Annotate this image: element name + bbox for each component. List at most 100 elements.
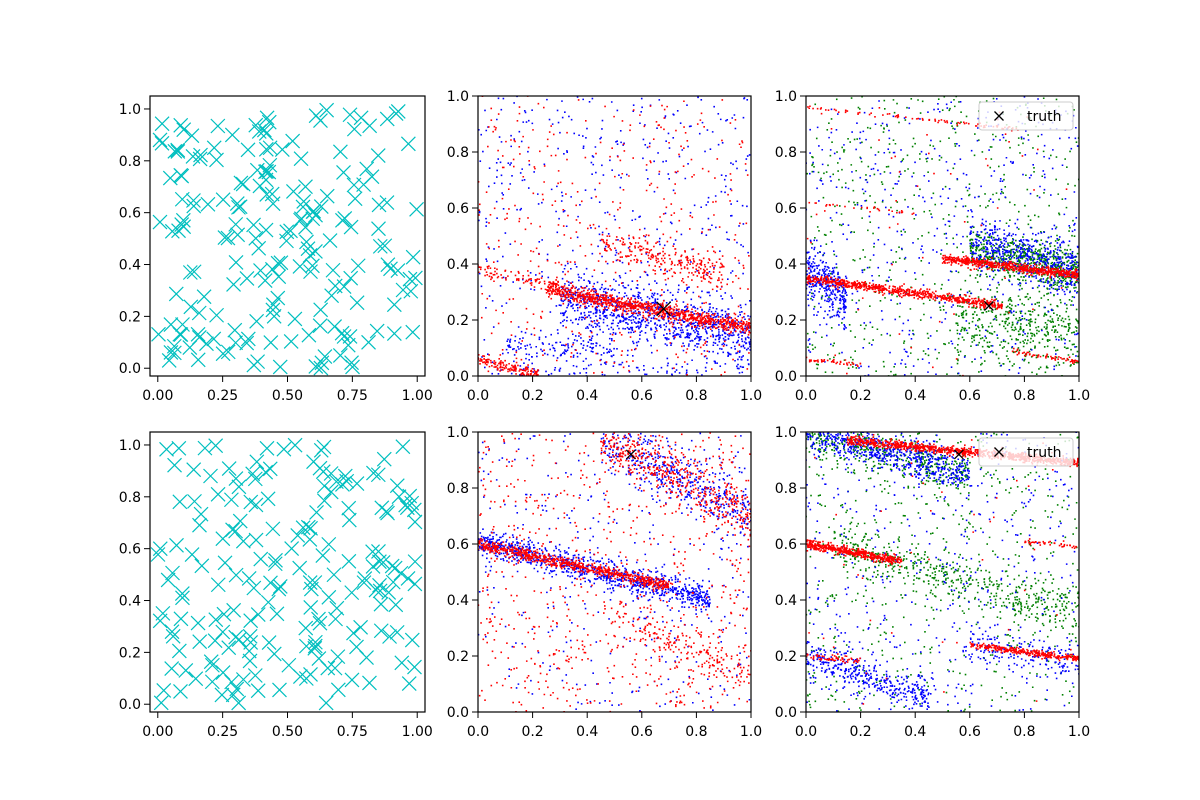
y-tick-label: 0.0	[775, 369, 797, 385]
data-point	[270, 290, 286, 306]
data-point	[381, 584, 397, 600]
data-point	[152, 214, 168, 230]
legend: truth	[978, 437, 1074, 467]
data-point	[214, 687, 230, 703]
data-point	[273, 255, 289, 271]
axes-frame	[805, 95, 1080, 377]
data-point	[263, 335, 279, 351]
data-point	[375, 554, 391, 570]
x-tick-label: 0.50	[272, 724, 303, 740]
data-point	[258, 164, 273, 180]
data-point	[253, 551, 269, 567]
data-point	[173, 611, 189, 627]
data-point	[270, 255, 286, 271]
x-tick-label: 0.25	[207, 388, 238, 404]
data-point	[383, 261, 398, 277]
axes-frame	[149, 431, 426, 713]
data-point	[307, 634, 323, 650]
y-tick-label: 0.2	[119, 645, 141, 661]
panel-row1-col2: 0.0 0.2 0.4 0.6 0.8 1.0 0.0 0.2 0.4 0.6 0.8 1.0	[447, 89, 762, 404]
x-tick-label: 1.00	[402, 724, 433, 740]
data-point	[387, 560, 403, 576]
data-point	[190, 326, 206, 342]
x-tick-label: 0.6	[631, 724, 653, 740]
legend-box	[978, 101, 1074, 131]
data-point	[325, 262, 341, 278]
truth-marker	[625, 449, 636, 460]
data-point	[172, 494, 188, 510]
data-point	[374, 500, 390, 516]
data-point	[272, 682, 287, 698]
data-point	[372, 238, 388, 254]
data-point	[386, 297, 402, 313]
data-point	[324, 288, 340, 304]
data-point	[165, 628, 181, 644]
y-tick-label: 0.8	[119, 490, 141, 506]
legend-truth-marker	[994, 447, 1004, 457]
y-tick-label: 0.0	[447, 369, 469, 385]
data-point	[332, 144, 348, 160]
data-point	[323, 466, 339, 481]
data-point	[210, 118, 226, 134]
data-point	[271, 269, 287, 285]
data-point	[380, 257, 396, 273]
data-point	[186, 193, 201, 208]
data-point	[200, 196, 216, 212]
plot-area	[150, 437, 423, 711]
data-point	[220, 230, 236, 246]
data-point	[306, 454, 321, 470]
data-point	[271, 581, 287, 597]
data-point	[300, 519, 316, 535]
panel-row2-col3: 0.0 0.2 0.4 0.6 0.8 1.0 0.0 0.2 0.4 0.6 0.8 1.0 trut…	[775, 425, 1090, 740]
data-point	[215, 531, 231, 547]
data-point	[261, 635, 277, 651]
data-point	[356, 575, 372, 591]
data-point	[261, 164, 277, 180]
x-tick-label: 0.75	[337, 388, 368, 404]
data-point	[167, 143, 183, 159]
data-point	[221, 640, 237, 656]
data-point	[328, 611, 343, 627]
data-point	[249, 454, 265, 470]
data-point	[306, 203, 322, 219]
data-point	[252, 178, 268, 194]
data-point	[269, 606, 285, 622]
data-point	[248, 230, 264, 246]
data-point	[152, 541, 168, 557]
axes-frame	[805, 431, 1080, 713]
data-point	[259, 440, 275, 456]
data-point	[203, 654, 219, 670]
data-point	[215, 624, 231, 640]
data-point	[257, 273, 273, 288]
data-point	[302, 532, 318, 547]
y-tick-label: 0.0	[119, 361, 141, 377]
data-point	[349, 476, 365, 491]
data-point	[404, 632, 420, 648]
data-point	[232, 513, 248, 529]
data-point	[231, 632, 247, 648]
data-point	[154, 135, 170, 151]
data-point	[199, 336, 214, 352]
data-point	[215, 665, 231, 681]
data-point	[336, 329, 352, 344]
data-point	[182, 265, 198, 280]
y-tick-label: 1.0	[119, 438, 141, 454]
data-point	[323, 484, 339, 500]
data-point	[217, 555, 233, 571]
data-point	[370, 467, 386, 483]
data-point	[389, 624, 405, 640]
data-point	[176, 122, 192, 138]
data-point	[228, 216, 244, 232]
data-point	[190, 615, 206, 631]
data-point	[262, 140, 278, 156]
data-point	[258, 126, 274, 141]
y-tick-label: 0.2	[119, 309, 141, 325]
data-point	[220, 344, 236, 360]
data-point	[322, 233, 338, 248]
data-point	[250, 683, 266, 699]
x-tick-label: 0.2	[521, 724, 543, 740]
legend-box	[978, 437, 1074, 467]
data-point	[299, 234, 314, 250]
data-point	[185, 149, 201, 164]
data-point	[312, 318, 328, 334]
